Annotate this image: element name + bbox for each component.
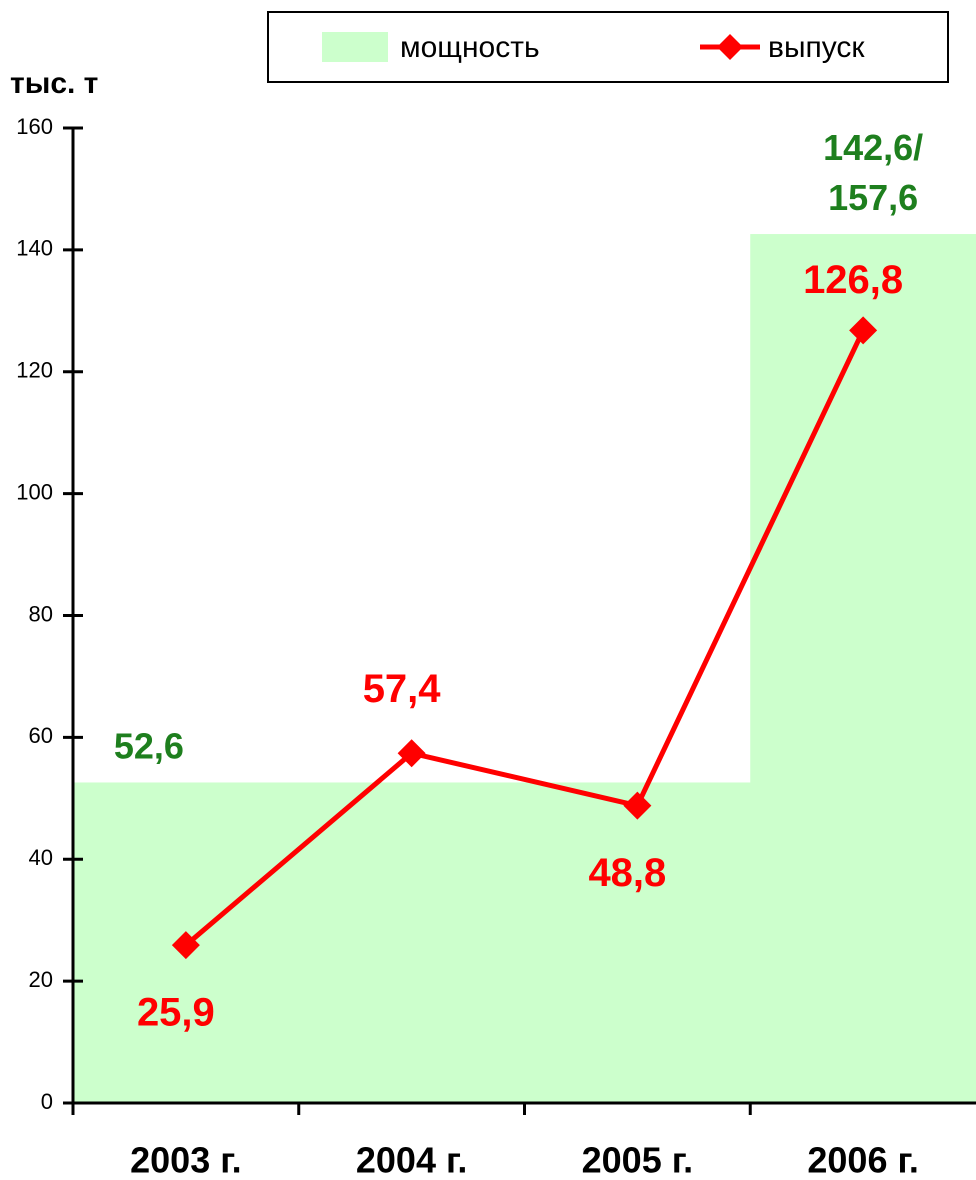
y-tick-label: 60 [29,723,53,748]
value-label-line: 52,6 [114,725,184,766]
y-axis-label: тыс. т [10,67,98,100]
y-tick-label: 80 [29,601,53,626]
x-tick-label: 2006 г. [807,1140,918,1180]
legend-swatch [322,32,388,62]
bar [298,782,525,1103]
y-tick-label: 20 [29,967,53,992]
legend-swatch-marker [717,34,743,60]
line [184,329,866,948]
value-label: 52,6 [114,725,184,766]
bar [750,234,976,1103]
bar [524,782,751,1103]
value-label-line: 142,6/ [823,127,923,168]
legend-label: мощность [400,31,540,64]
value-label-line: 157,6 [828,177,918,218]
point [171,931,200,960]
value-label: 48,8 [588,851,666,895]
x-tick-label: 2005 г. [582,1140,693,1180]
point [397,739,426,768]
value-label: 142,6/157,6 [823,127,923,218]
y-tick-label: 120 [16,358,53,383]
y-tick-label: 40 [29,845,53,870]
y-tick-label: 0 [41,1089,53,1114]
y-tick-label: 160 [16,114,53,139]
value-label: 126,8 [803,258,903,302]
point [849,316,878,345]
x-tick-label: 2003 г. [130,1140,241,1180]
point [623,791,652,820]
value-label: 57,4 [363,667,442,711]
legend-label: выпуск [768,31,865,64]
y-tick-label: 140 [16,236,53,261]
x-tick-label: 2004 г. [356,1140,467,1180]
y-tick-label: 100 [16,479,53,504]
value-label: 25,9 [137,991,215,1035]
